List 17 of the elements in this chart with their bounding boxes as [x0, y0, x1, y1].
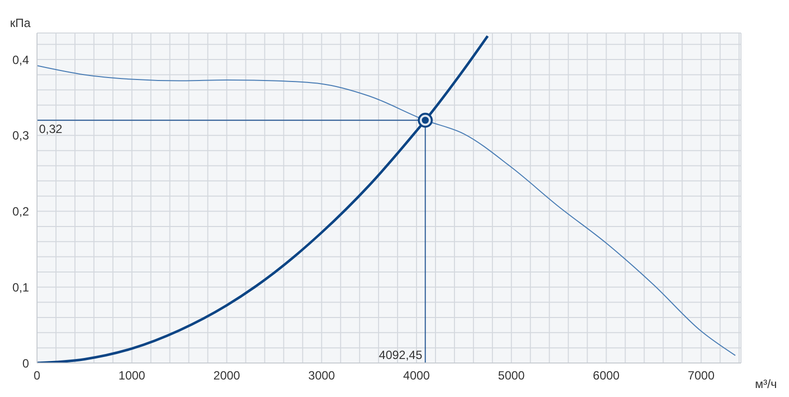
ref-line-label: 0,32 [39, 122, 63, 136]
x-tick-label: 1000 [118, 368, 146, 383]
y-tick-label: 0 [22, 356, 30, 370]
y-axis-title: кПа [10, 16, 31, 30]
x-tick-label: 6000 [592, 368, 620, 383]
ref-line-label: 4092,45 [378, 348, 423, 362]
x-tick-label: 0 [34, 368, 41, 383]
x-tick-label: 2000 [213, 368, 240, 383]
x-tick-label: 3000 [308, 368, 336, 383]
y-tick-label: 0,2 [12, 204, 30, 219]
x-tick-label: 4000 [403, 368, 430, 383]
x-axis-title: м³/ч [755, 377, 777, 391]
y-tick-label: 0,3 [12, 128, 30, 143]
x-tick-label: 5000 [498, 368, 526, 383]
y-tick-label: 0,1 [12, 280, 30, 294]
y-tick-label: 0,4 [12, 52, 30, 67]
x-tick-label: 7000 [688, 368, 715, 383]
